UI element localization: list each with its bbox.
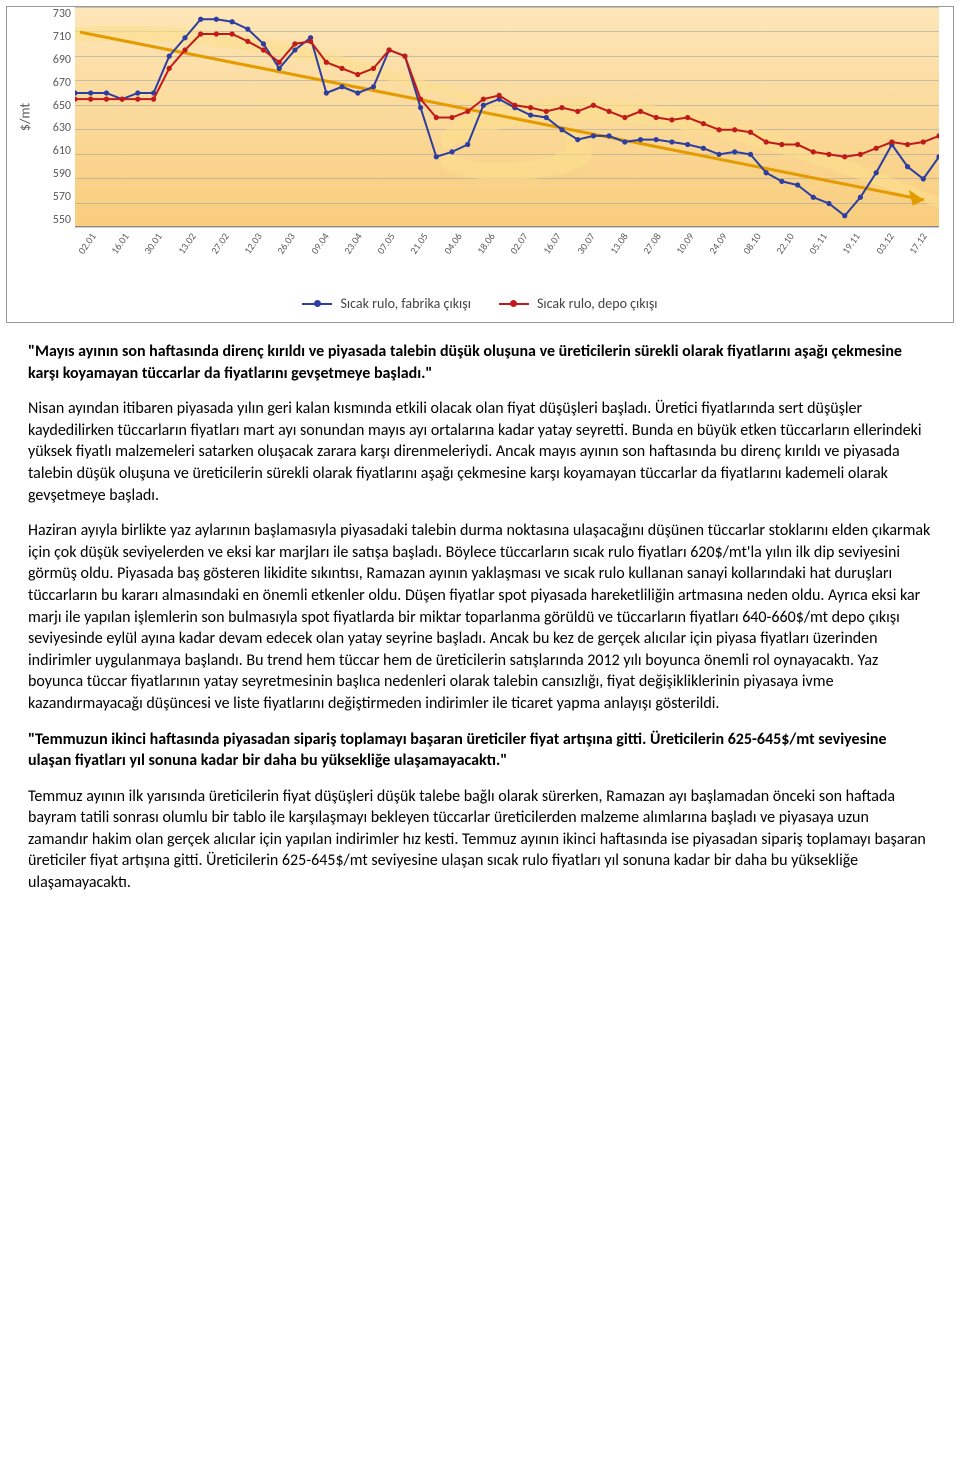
y-tick-label: 730 (53, 7, 71, 21)
y-tick-label: 550 (53, 213, 71, 227)
plot (75, 7, 939, 227)
legend-item-2: Sıcak rulo, depo çıkışı (499, 295, 658, 312)
paragraph-1: Nisan ayından itibaren piyasada yılın ge… (28, 398, 932, 506)
chart-plot-area: $/mt 730 710 690 670 650 630 610 590 570 550 (7, 7, 953, 227)
legend-label-1: Sıcak rulo, fabrika çıkışı (340, 295, 470, 312)
paragraph-3: Temmuz ayının ilk yarısında üreticilerin… (28, 786, 932, 894)
y-tick-label: 610 (53, 144, 71, 158)
y-tick-label: 630 (53, 121, 71, 135)
y-tick-label: 570 (53, 190, 71, 204)
y-tick-label: 650 (53, 99, 71, 113)
legend-item-1: Sıcak rulo, fabrika çıkışı (302, 295, 470, 312)
paragraph-2: Haziran ayıyla birlikte yaz aylarının ba… (28, 520, 932, 714)
x-tick-label: 17.12 (906, 222, 956, 271)
pull-quote-2: "Temmuzun ikinci haftasında piyasadan si… (28, 729, 932, 772)
y-ticks: 730 710 690 670 650 630 610 590 570 550 (53, 7, 71, 227)
price-chart: $/mt 730 710 690 670 650 630 610 590 570 550 02.0… (6, 6, 954, 323)
y-tick-label: 590 (53, 167, 71, 181)
y-axis-title: $/mt (17, 103, 34, 131)
y-tick-label: 670 (53, 76, 71, 90)
article-body: "Mayıs ayının son haftasında direnç kırı… (0, 341, 960, 932)
chart-legend: Sıcak rulo, fabrika çıkışı Sıcak rulo, d… (7, 289, 953, 322)
y-tick-label: 690 (53, 53, 71, 67)
y-axis: $/mt 730 710 690 670 650 630 610 590 570 550 (7, 7, 75, 227)
legend-label-2: Sıcak rulo, depo çıkışı (537, 295, 658, 312)
x-ticks: 02.0116.0130.0113.0227.0212.0326.0309.04… (75, 227, 939, 289)
pull-quote-1: "Mayıs ayının son haftasında direnç kırı… (28, 341, 932, 384)
chart-series (75, 7, 939, 228)
y-tick-label: 710 (53, 30, 71, 44)
